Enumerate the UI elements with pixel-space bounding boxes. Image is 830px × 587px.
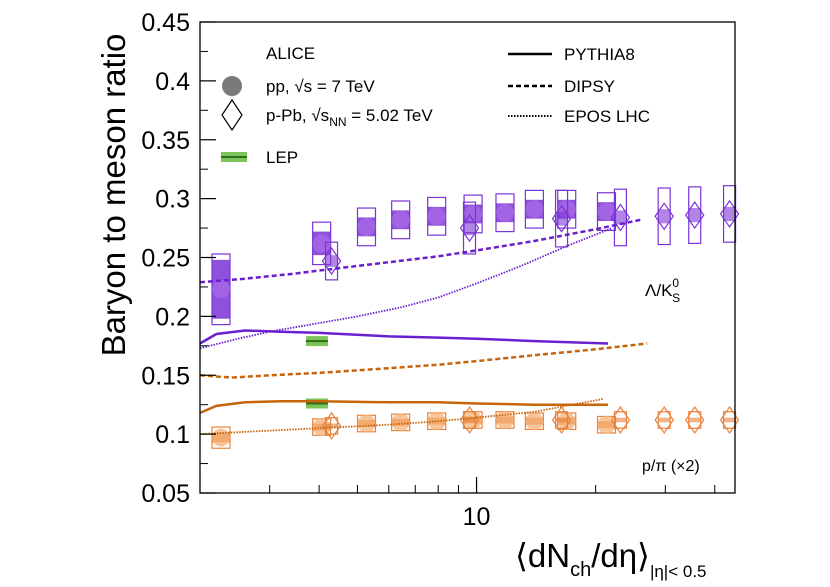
plot-data-layer xyxy=(211,185,740,449)
y-tick-label: 0.45 xyxy=(141,9,190,37)
annotation-lambda-k0s-main: Λ/K xyxy=(645,281,673,300)
annotation-p-pi: p/π (×2) xyxy=(642,458,700,475)
y-tick-label: 0.4 xyxy=(155,68,190,96)
legend-lep-label: LEP xyxy=(266,148,298,167)
legend-ppb-marker xyxy=(221,98,243,132)
data-point-pp xyxy=(212,428,231,447)
data-point-pp xyxy=(597,202,616,221)
y-tick-label: 0.3 xyxy=(155,186,190,214)
data-point-pp xyxy=(525,200,544,219)
y-tick-label: 0.2 xyxy=(155,303,190,331)
data-point-pp xyxy=(427,412,446,431)
legend-ppb-suffix: = 5.02 TeV xyxy=(347,106,434,125)
uncorr-box xyxy=(688,417,701,423)
uncorr-box xyxy=(723,206,736,221)
data-point-ppb xyxy=(685,201,705,230)
data-point-pp xyxy=(495,410,514,429)
uncorr-box xyxy=(325,255,338,267)
legend-ppb-sub: NN xyxy=(329,115,346,129)
data-point-pp xyxy=(357,414,376,433)
data-point-pp xyxy=(525,412,544,431)
uncorr-box xyxy=(555,417,568,423)
legend-dipsy-label: DIPSY xyxy=(564,77,615,96)
data-point-pp xyxy=(212,280,231,299)
y-tick-label: 0.1 xyxy=(155,421,190,449)
legend-ppb-label: p-Pb, √sNN = 5.02 TeV xyxy=(266,106,433,129)
x-axis-label-sub-ch: ch xyxy=(570,559,591,581)
data-point-ppb xyxy=(459,214,480,243)
model-curve-pythia8-k0s xyxy=(199,329,609,345)
legend-pythia-label: PYTHIA8 xyxy=(564,45,635,64)
legend: ALICE pp, √s = 7 TeV p-Pb, √sNN = 5.02 T… xyxy=(221,44,650,167)
data-point-pp xyxy=(391,210,410,229)
axes-layer: 0.05 0.1 0.15 0.2 0.25 0.3 0.35 0.4 0.45 10 xyxy=(141,9,716,531)
model-curve-dipsy-p xyxy=(199,342,648,379)
uncorr-box xyxy=(325,423,338,429)
annotation-lambda-k0s: Λ/K0 S xyxy=(645,276,680,305)
data-point-pp xyxy=(495,203,514,222)
uncorr-box xyxy=(614,210,627,225)
uncorr-box xyxy=(614,417,627,423)
legend-pp-marker xyxy=(222,76,242,96)
annotation-lambda-k0s-sup: 0 xyxy=(672,276,679,290)
y-tick-label: 0.25 xyxy=(141,245,190,273)
y-tick-label: 0.35 xyxy=(141,127,190,155)
x-tick-label: 10 xyxy=(463,503,491,531)
data-point-ppb xyxy=(551,204,572,233)
uncorr-box xyxy=(723,417,736,423)
annotation-lambda-k0s-sub: S xyxy=(672,291,680,305)
uncorr-box xyxy=(658,209,671,224)
uncorr-box xyxy=(463,417,476,423)
y-tick-label: 0.05 xyxy=(141,480,190,508)
legend-ppb-main: p-Pb, √s xyxy=(266,106,329,125)
uncorr-box xyxy=(688,208,701,223)
data-point-pp xyxy=(312,234,331,253)
data-point-pp xyxy=(427,207,446,226)
data-point-ppb xyxy=(610,203,631,232)
data-point-pp xyxy=(391,413,410,432)
x-axis-label-eta-range: |η|< 0.5 xyxy=(650,562,707,581)
uncorr-box xyxy=(555,211,568,226)
model-curve-dipsy-k0s xyxy=(199,218,641,284)
x-axis-label: ⟨dNch/dη⟩|η|< 0.5 xyxy=(515,537,707,581)
data-point-ppb xyxy=(610,405,631,435)
data-point-pp xyxy=(357,217,376,236)
data-point-ppb xyxy=(654,202,674,231)
data-point-ppb xyxy=(551,405,572,435)
uncorr-box xyxy=(463,220,476,236)
legend-pp-label: pp, √s = 7 TeV xyxy=(266,77,375,96)
model-curve-epos-lhc-p xyxy=(199,397,605,435)
data-point-ppb xyxy=(321,246,342,276)
data-point-ppb xyxy=(685,405,705,435)
data-point-pp xyxy=(464,204,483,223)
model-curves-layer xyxy=(199,218,648,435)
data-point-ppb xyxy=(321,411,342,440)
data-point-ppb xyxy=(459,405,480,435)
x-axis-label-main: ⟨dN xyxy=(515,537,570,574)
model-curve-pythia8-p xyxy=(199,399,609,415)
x-axis-label-mid: /dη⟩ xyxy=(591,537,650,574)
data-point-ppb xyxy=(654,405,674,435)
legend-experiment: ALICE xyxy=(266,44,315,63)
uncorr-box xyxy=(658,417,671,423)
y-axis-label: Baryon to meson ratio xyxy=(95,34,132,357)
y-tick-label: 0.15 xyxy=(141,362,190,390)
legend-epos-label: EPOS LHC xyxy=(564,107,650,126)
